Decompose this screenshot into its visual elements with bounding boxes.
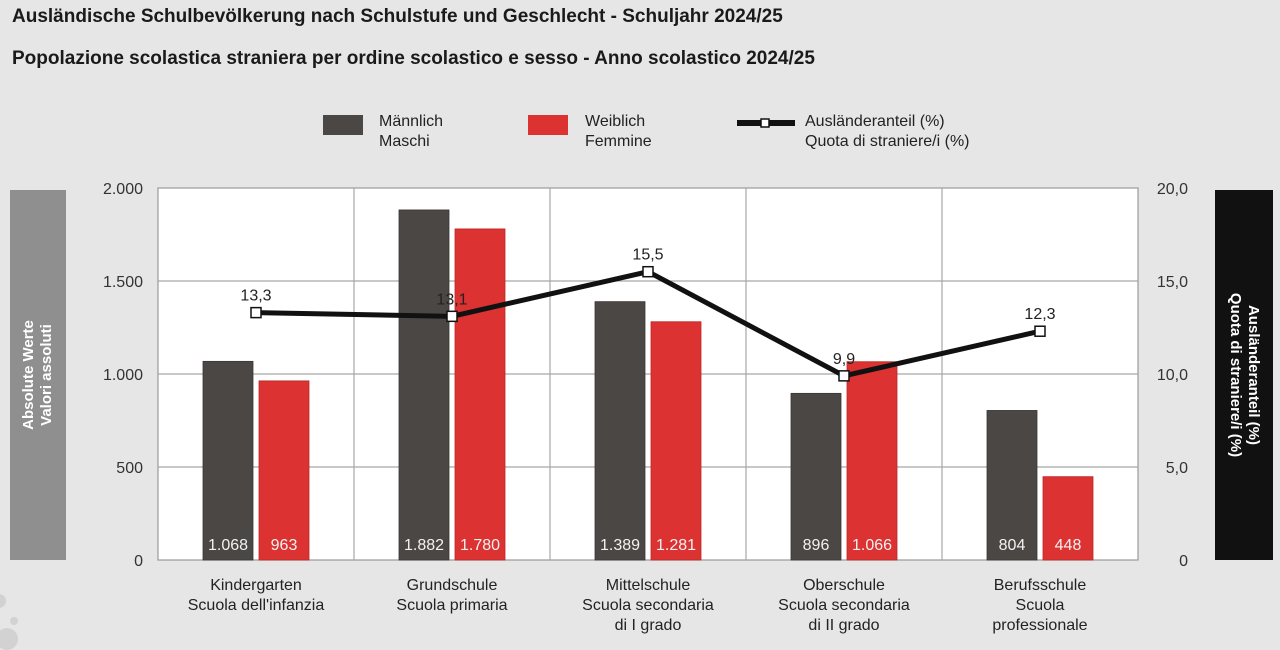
line-marker: [642, 265, 654, 278]
chart-title: Ausländische Schulbevölkerung nach Schul…: [12, 6, 783, 27]
bar-label-male: 1.882: [404, 537, 444, 554]
category-label: Scuola: [1016, 597, 1065, 614]
y2-tick-label: 10,0: [1157, 367, 1188, 384]
line-marker: [446, 310, 458, 323]
category-label: Mittelschule: [606, 577, 691, 594]
category-label: di II grado: [808, 617, 879, 634]
category-label: Oberschule: [803, 577, 885, 594]
line-marker: [1034, 325, 1046, 337]
y-tick-label: 0: [134, 553, 143, 570]
legend-swatch-female: [528, 115, 568, 135]
decorative-dot: [10, 617, 18, 625]
bar-female: [846, 361, 898, 561]
line-data-label: 15,5: [632, 247, 663, 264]
line-marker: [838, 370, 850, 382]
category-label: Scuola primaria: [396, 597, 507, 614]
bar-female: [454, 228, 506, 561]
bar-label-female: 1.780: [460, 537, 500, 554]
legend-label-male: Männlich Maschi: [379, 113, 444, 150]
bar-label-female: 448: [1055, 537, 1082, 554]
bar-label-male: 804: [999, 537, 1026, 554]
chart-subtitle: Popolazione scolastica straniera per ord…: [12, 48, 815, 69]
line-data-label: 12,3: [1024, 306, 1055, 323]
category-label: Grundschule: [407, 577, 498, 594]
category-label: Berufsschule: [994, 577, 1087, 594]
bar-label-male: 896: [803, 537, 830, 554]
bar-male: [594, 301, 646, 561]
category-label: di I grado: [615, 617, 682, 634]
bar-female: [650, 321, 702, 561]
bar-label-female: 1.066: [852, 537, 892, 554]
bar-label-female: 1.281: [656, 537, 696, 554]
category-label: Scuola dell'infanzia: [188, 597, 325, 614]
y-tick-label: 1.000: [103, 367, 143, 384]
line-data-label: 9,9: [833, 351, 855, 368]
chart-svg: 0 500 1.000 1.500 2.000 0 5,0 10,0 15,0 20,0 1.068…: [103, 181, 1188, 634]
y2-tick-label: 15,0: [1157, 274, 1188, 291]
y-tick-label: 1.500: [103, 274, 143, 291]
category-label: professionale: [992, 617, 1087, 634]
category-label: Scuola secondaria: [582, 597, 714, 614]
category-label: Scuola secondaria: [778, 597, 910, 614]
right-axis-title-box: Ausländeranteil (%) Quota di straniere/i…: [1215, 190, 1273, 560]
bar-label-female: 963: [271, 537, 298, 554]
bar-female: [258, 380, 310, 561]
decorative-dot: [0, 594, 6, 608]
bar-male: [986, 410, 1038, 561]
line-data-label: 13,1: [436, 291, 467, 308]
y2-tick-label: 0: [1179, 553, 1188, 570]
line-data-label: 13,3: [240, 288, 271, 305]
left-axis-title-box: Absolute Werte Valori assoluti: [10, 190, 66, 560]
line-marker: [250, 306, 262, 319]
legend-swatch-male: [323, 115, 363, 135]
legend-label-share: Ausländeranteil (%) Quota di straniere/i…: [805, 113, 970, 150]
bar-male: [398, 209, 450, 561]
bar-label-male: 1.068: [208, 537, 248, 554]
y-tick-label: 500: [116, 460, 143, 477]
y-tick-label: 2.000: [103, 181, 143, 198]
bar-female: [1042, 476, 1094, 561]
decorative-dot: [0, 628, 18, 650]
bar-male: [790, 392, 842, 561]
y2-tick-label: 20,0: [1157, 181, 1188, 198]
legend-label-female: Weiblich Femmine: [585, 113, 652, 150]
bar-label-male: 1.389: [600, 537, 640, 554]
bar-male: [202, 360, 254, 561]
y2-tick-label: 5,0: [1166, 460, 1188, 477]
category-label: Kindergarten: [210, 577, 302, 594]
